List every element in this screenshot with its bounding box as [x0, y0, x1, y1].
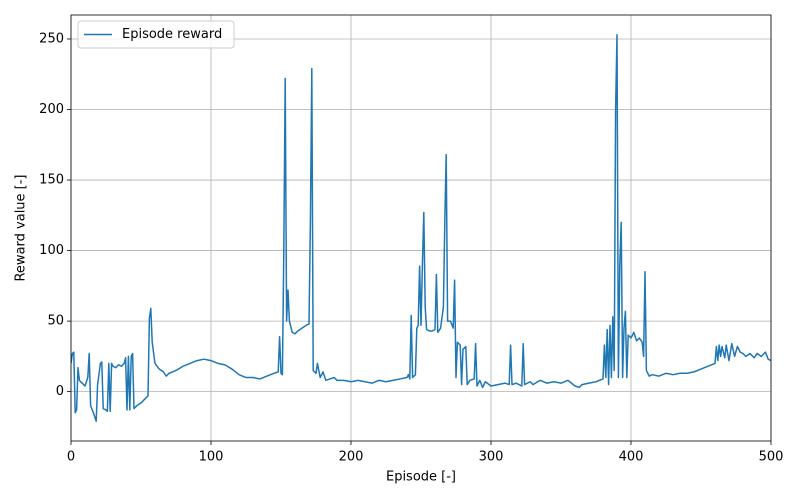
y-tick-label: 250: [39, 31, 64, 46]
data-line: [71, 34, 771, 422]
y-axis-label: Reward value [-]: [14, 174, 29, 281]
x-tick-label: 300: [479, 450, 504, 465]
x-axis-label: Episode [-]: [386, 470, 456, 485]
x-tick-label: 500: [759, 450, 784, 465]
x-tick-label: 200: [339, 450, 364, 465]
x-tick-label: 100: [199, 450, 224, 465]
x-tick-label: 0: [67, 450, 75, 465]
y-tick-label: 100: [39, 243, 64, 258]
y-tick-label: 0: [56, 384, 64, 399]
y-tick-label: 150: [39, 173, 64, 188]
legend-box: [77, 20, 235, 49]
y-tick-label: 200: [39, 102, 64, 117]
plot-frame: [70, 14, 772, 442]
x-tick-label: 400: [619, 450, 644, 465]
y-tick-label: 50: [47, 314, 64, 329]
legend-label: Episode reward: [122, 27, 222, 42]
